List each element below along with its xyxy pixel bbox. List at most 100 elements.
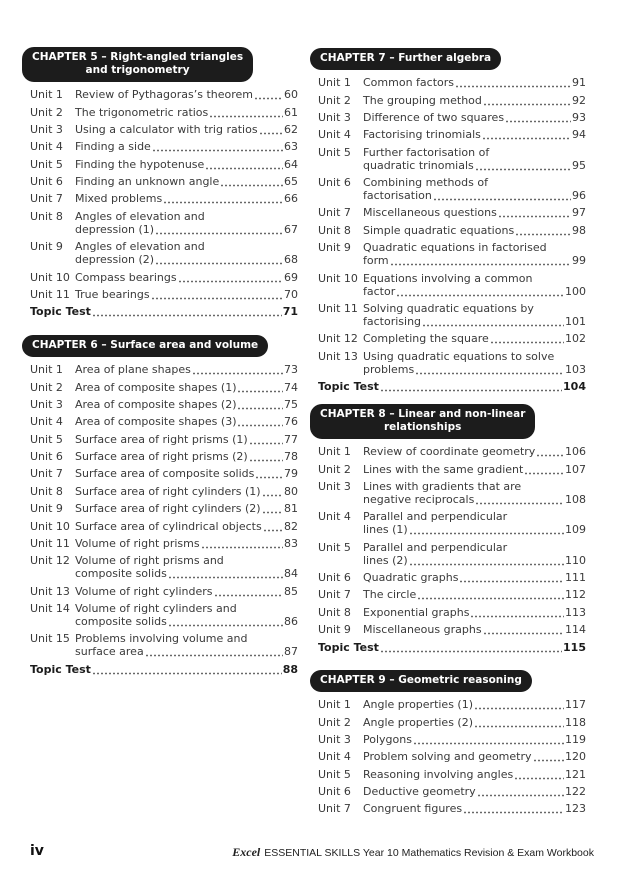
toc-entry[interactable]: Unit 3 Polygons 119: [318, 731, 586, 748]
unit-title: The trigonometric ratios 61: [75, 105, 298, 119]
topic-test-entry[interactable]: Topic Test 88: [30, 661, 298, 678]
chapter-header-line: relationships: [384, 421, 462, 433]
toc-entry[interactable]: Unit 6 Finding an unknown angle 65: [30, 173, 298, 190]
toc-entry[interactable]: Unit 1 Angle properties (1) 117: [318, 696, 586, 713]
toc-entry[interactable]: Unit 3 Difference of two squares 93: [318, 109, 586, 126]
unit-title-line: Surface area of right prisms (2) 78: [75, 450, 298, 464]
unit-title-line: Exponential graphs 113: [363, 605, 586, 619]
toc-entry[interactable]: Unit 13 Using quadratic equations to solv…: [318, 348, 586, 378]
toc-entry[interactable]: Unit 3 Lines with gradients that are negat…: [318, 478, 586, 508]
unit-title: Factorising trinomials 94: [363, 128, 586, 142]
unit-label: Unit 12: [30, 554, 70, 568]
unit-title: Surface area of cylindrical objects 82: [75, 519, 298, 533]
toc-entry[interactable]: Unit 11 Volume of right prisms 83: [30, 535, 298, 552]
toc-entry[interactable]: Unit 7 Surface area of composite solids 79: [30, 465, 298, 482]
unit-title-text: Surface area of right prisms (1): [75, 432, 248, 446]
page-number: 97: [572, 206, 586, 220]
toc-entry[interactable]: Unit 2 The grouping method 92: [318, 91, 586, 108]
unit-title-line: Area of composite shapes (3) 76: [75, 415, 298, 429]
toc-entry[interactable]: Unit 11 Solving quadratic equations by fac…: [318, 300, 586, 330]
topic-test-entry[interactable]: Topic Test 104: [318, 378, 586, 395]
toc-entry[interactable]: Unit 4 Problem solving and geometry 120: [318, 748, 586, 765]
toc-entry[interactable]: Unit 7 Miscellaneous questions 97: [318, 204, 586, 221]
toc-entry[interactable]: Unit 5 Finding the hypotenuse 64: [30, 156, 298, 173]
toc-entry[interactable]: Unit 12 Volume of right prisms and composi…: [30, 552, 298, 582]
toc-entry[interactable]: Unit 6 Combining methods of factorisation 9…: [318, 174, 586, 204]
toc-entry[interactable]: Unit 9 Quadratic equations in factorised f…: [318, 239, 586, 269]
toc-entry[interactable]: Unit 1 Common factors 91: [318, 74, 586, 91]
page-number: 106: [565, 445, 586, 459]
dot-leader: [532, 750, 564, 764]
toc-entry[interactable]: Unit 9 Angles of elevation and depression …: [30, 238, 298, 268]
toc-entry[interactable]: Unit 5 Reasoning involving angles 121: [318, 766, 586, 783]
toc-entry[interactable]: Unit 2 The trigonometric ratios 61: [30, 103, 298, 120]
toc-entry[interactable]: Unit 5 Surface area of right prisms (1) 77: [30, 431, 298, 448]
toc-entry[interactable]: Unit 12 Completing the square 102: [318, 330, 586, 347]
unit-title-text: The trigonometric ratios: [75, 105, 209, 119]
unit-title: True bearings 70: [75, 287, 298, 301]
chapter-header-line: CHAPTER 9 – Geometric reasoning: [320, 674, 522, 686]
unit-label: Unit 1: [30, 363, 63, 377]
dot-leader: [255, 467, 283, 481]
unit-title: Finding the hypotenuse 64: [75, 157, 298, 171]
toc-entry[interactable]: Unit 15 Problems involving volume and surf…: [30, 630, 298, 660]
unit-title-text: Surface area of right cylinders (2): [75, 502, 261, 516]
toc-entry[interactable]: Unit 7 The circle 112: [318, 586, 586, 603]
toc-entry[interactable]: Unit 8 Angles of elevation and depression …: [30, 208, 298, 238]
toc-entry[interactable]: Unit 1 Area of plane shapes 73: [30, 361, 298, 378]
unit-title-line: Area of composite shapes (2) 75: [75, 397, 298, 411]
topic-test-entry[interactable]: Topic Test 71: [30, 303, 298, 320]
unit-title: The circle 112: [363, 588, 586, 602]
toc-entry[interactable]: Unit 10 Compass bearings 69: [30, 268, 298, 285]
topic-test-entry[interactable]: Topic Test 115: [318, 638, 586, 655]
toc-entry[interactable]: Unit 3 Using a calculator with trig ratio…: [30, 121, 298, 138]
unit-title-line: Surface area of cylindrical objects 82: [75, 519, 298, 533]
page-number: 67: [284, 222, 298, 236]
toc-entry[interactable]: Unit 6 Deductive geometry 122: [318, 783, 586, 800]
toc-entry[interactable]: Unit 10 Surface area of cylindrical objec…: [30, 517, 298, 534]
toc-entry[interactable]: Unit 2 Angle properties (2) 118: [318, 713, 586, 730]
toc-entry[interactable]: Unit 10 Equations involving a common facto…: [318, 269, 586, 299]
toc-entry[interactable]: Unit 4 Area of composite shapes (3) 76: [30, 413, 298, 430]
toc-entry[interactable]: Unit 13 Volume of right cylinders 85: [30, 583, 298, 600]
toc-entry[interactable]: Unit 9 Miscellaneous graphs 114: [318, 621, 586, 638]
unit-title: Quadratic graphs 111: [363, 571, 586, 585]
dot-leader: [177, 270, 283, 284]
toc-entry[interactable]: Unit 1 Review of coordinate geometry 106: [318, 443, 586, 460]
toc-entry[interactable]: Unit 4 Parallel and perpendicular lines (1…: [318, 508, 586, 538]
toc-entry[interactable]: Unit 7 Mixed problems 66: [30, 190, 298, 207]
toc-entry[interactable]: Unit 1 Review of Pythagoras’s theorem 60: [30, 86, 298, 103]
toc-entry[interactable]: Unit 6 Surface area of right prisms (2) 78: [30, 448, 298, 465]
page-number: 96: [572, 189, 586, 203]
toc-entry[interactable]: Unit 7 Congruent figures 123: [318, 800, 586, 817]
toc-entry[interactable]: Unit 5 Parallel and perpendicular lines (2…: [318, 539, 586, 569]
toc-entry[interactable]: Unit 8 Exponential graphs 113: [318, 604, 586, 621]
toc-entry[interactable]: Unit 4 Finding a side 63: [30, 138, 298, 155]
unit-title-line: Polygons 119: [363, 732, 586, 746]
toc-entry[interactable]: Unit 2 Lines with the same gradient 107: [318, 460, 586, 477]
toc-entry[interactable]: Unit 6 Quadratic graphs 111: [318, 569, 586, 586]
toc-entry[interactable]: Unit 9 Surface area of right cylinders (2…: [30, 500, 298, 517]
page-number: 77: [284, 432, 298, 446]
toc-entry[interactable]: Unit 8 Surface area of right cylinders (1…: [30, 483, 298, 500]
unit-title-line: Problem solving and geometry 120: [363, 750, 586, 764]
dot-leader: [415, 362, 564, 376]
topic-test-label: Topic Test: [30, 662, 91, 676]
unit-title-text: Factorising trinomials: [363, 128, 481, 142]
dot-leader: [248, 432, 283, 446]
dot-leader: [481, 128, 571, 142]
toc-entry[interactable]: Unit 3 Area of composite shapes (2) 75: [30, 396, 298, 413]
toc-entry[interactable]: Unit 11 True bearings 70: [30, 286, 298, 303]
unit-title-line: depression (2) 68: [75, 253, 298, 267]
toc-entry[interactable]: Unit 5 Further factorisation of quadratic …: [318, 144, 586, 174]
toc-entry[interactable]: Unit 4 Factorising trinomials 94: [318, 126, 586, 143]
page-number: 68: [284, 253, 298, 267]
unit-title: Exponential graphs 113: [363, 605, 586, 619]
toc-entry[interactable]: Unit 8 Simple quadratic equations 98: [318, 222, 586, 239]
page-number: 83: [284, 536, 298, 550]
unit-title-line: True bearings 70: [75, 287, 298, 301]
unit-title-line: lines (1) 109: [363, 523, 586, 537]
unit-label: Unit 5: [30, 432, 63, 446]
toc-entry[interactable]: Unit 14 Volume of right cylinders and comp…: [30, 600, 298, 630]
toc-entry[interactable]: Unit 2 Area of composite shapes (1) 74: [30, 378, 298, 395]
